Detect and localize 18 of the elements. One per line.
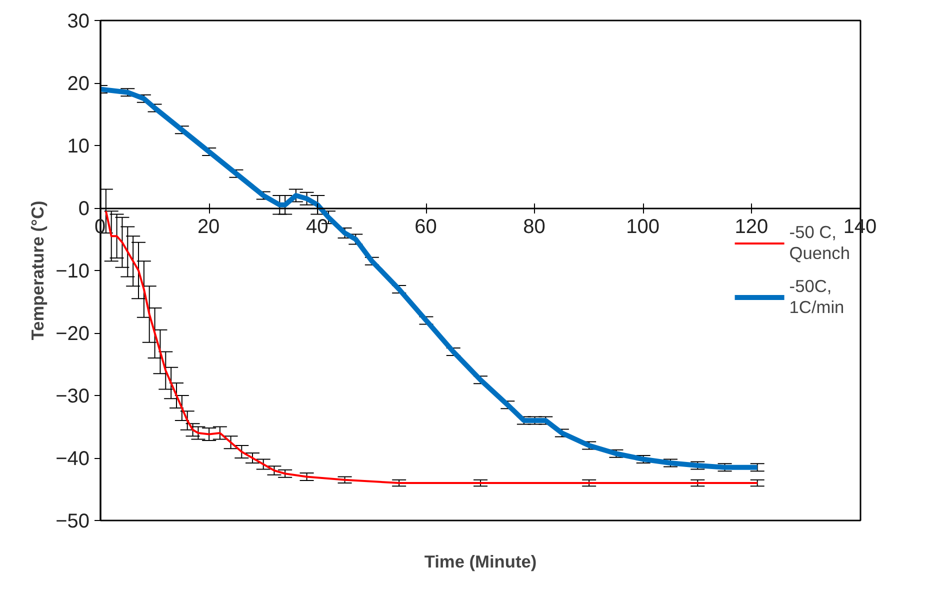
x-tick-label: 60: [414, 216, 437, 236]
x-tick-label: 100: [626, 216, 660, 236]
y-tick-label: −10: [56, 260, 90, 282]
x-tick-label: 80: [523, 216, 546, 236]
y-tick-label: −20: [56, 323, 90, 345]
x-axis-title: Time (Minute): [424, 552, 537, 572]
y-tick-label: −50: [56, 510, 90, 532]
y-tick-label: 0: [78, 198, 90, 220]
y-axis-title: Temperature (°C): [28, 200, 48, 340]
x-tick-label: 20: [197, 216, 220, 236]
legend-label: -50C, 1C/min: [789, 276, 844, 318]
y-tick-label: 30: [67, 10, 90, 32]
y-tick-label: −30: [56, 386, 90, 408]
y-tick-label: 20: [67, 73, 90, 95]
y-tick-label: −40: [56, 448, 90, 470]
x-tick-label: 40: [306, 216, 328, 236]
x-tick-label: 120: [734, 216, 768, 236]
y-tick-label: 10: [67, 136, 90, 158]
